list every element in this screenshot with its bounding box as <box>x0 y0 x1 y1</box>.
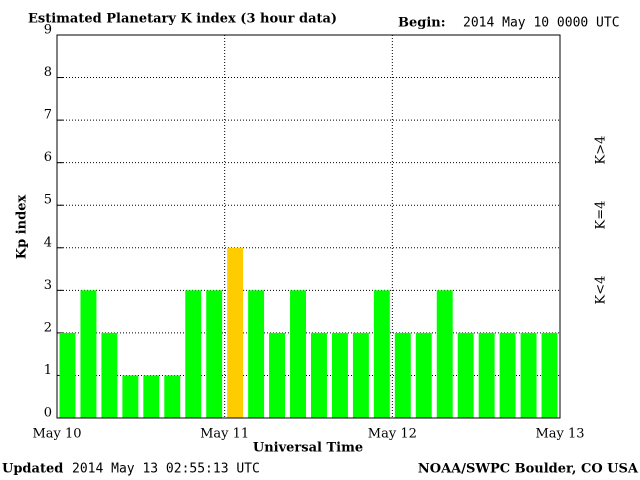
x-tick-label: May 12 <box>368 427 417 442</box>
chart-title: Estimated Planetary K index (3 hour data… <box>28 12 337 27</box>
y-tick-label: 1 <box>44 363 52 378</box>
bar <box>499 332 516 418</box>
bar <box>394 332 411 418</box>
legend-entry: K<4 <box>594 276 609 305</box>
bar <box>206 290 223 418</box>
begin-label: Begin: <box>398 16 446 31</box>
bar <box>185 290 202 418</box>
credit: NOAA/SWPC Boulder, CO USA <box>418 462 639 477</box>
bar <box>415 332 432 418</box>
bar <box>436 290 453 418</box>
legend-entry: K=4 <box>594 201 609 230</box>
y-tick-label: 6 <box>44 150 52 165</box>
bar <box>143 375 160 418</box>
bar <box>478 332 495 418</box>
y-tick-label: 0 <box>44 406 52 421</box>
y-tick-label: 2 <box>44 320 52 335</box>
y-axis-label: Kp index <box>15 195 30 260</box>
y-tick-label: 4 <box>44 235 52 250</box>
bar <box>352 332 369 418</box>
bar <box>520 332 537 418</box>
plot-frame <box>56 34 561 419</box>
bar <box>457 332 474 418</box>
begin-date: 2014 May 10 0000 UTC <box>463 16 620 31</box>
bar <box>59 332 76 418</box>
bar <box>331 332 348 418</box>
x-tick-label: May 13 <box>535 427 584 442</box>
bar <box>373 290 390 418</box>
updated-date: 2014 May 13 02:55:13 UTC <box>72 462 260 477</box>
bar <box>80 290 97 418</box>
y-tick-label: 7 <box>44 108 52 123</box>
y-tick-label: 5 <box>44 193 52 208</box>
bar <box>164 375 181 418</box>
y-tick-label: 8 <box>44 65 52 80</box>
x-tick-label: May 11 <box>200 427 249 442</box>
bar <box>311 332 327 418</box>
y-tick-label: 9 <box>44 23 52 38</box>
bar <box>248 290 265 418</box>
bar <box>269 332 286 418</box>
updated-label: Updated <box>2 462 63 477</box>
bar <box>541 332 558 418</box>
y-tick-label: 3 <box>44 278 52 293</box>
bar <box>122 375 139 418</box>
bar <box>101 332 118 418</box>
bar <box>290 290 306 418</box>
bar <box>227 247 244 418</box>
x-axis-label: Universal Time <box>253 441 363 456</box>
x-tick-label: May 10 <box>32 427 81 442</box>
legend-entry: K>4 <box>594 136 609 165</box>
